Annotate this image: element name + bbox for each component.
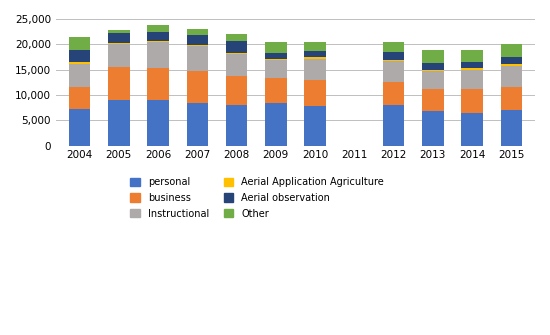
Bar: [69, 87, 90, 109]
Bar: [422, 50, 444, 63]
Bar: [304, 51, 326, 57]
Bar: [186, 35, 208, 45]
Bar: [461, 68, 483, 70]
Bar: [265, 59, 287, 60]
Bar: [108, 29, 130, 33]
Bar: [226, 41, 248, 53]
Bar: [265, 103, 287, 146]
Bar: [186, 71, 208, 103]
Bar: [147, 100, 169, 146]
Bar: [69, 109, 90, 146]
Bar: [226, 54, 248, 76]
Bar: [500, 64, 522, 66]
Bar: [304, 42, 326, 51]
Bar: [383, 52, 404, 60]
Bar: [108, 44, 130, 67]
Bar: [186, 46, 208, 71]
Bar: [265, 42, 287, 53]
Bar: [69, 64, 90, 87]
Bar: [422, 89, 444, 111]
Bar: [461, 70, 483, 89]
Bar: [265, 53, 287, 59]
Bar: [500, 110, 522, 146]
Bar: [265, 78, 287, 103]
Bar: [304, 57, 326, 59]
Bar: [226, 76, 248, 105]
Bar: [226, 53, 248, 54]
Bar: [383, 105, 404, 146]
Bar: [383, 82, 404, 105]
Bar: [500, 87, 522, 110]
Bar: [383, 61, 404, 82]
Bar: [108, 100, 130, 146]
Bar: [147, 68, 169, 100]
Bar: [422, 71, 444, 89]
Bar: [108, 43, 130, 44]
Bar: [147, 32, 169, 41]
Bar: [69, 37, 90, 50]
Bar: [500, 57, 522, 64]
Legend: personal, business, Instructional, Aerial Application Agriculture, Aerial observ: personal, business, Instructional, Aeria…: [130, 177, 384, 219]
Bar: [265, 60, 287, 78]
Bar: [304, 59, 326, 80]
Bar: [186, 45, 208, 46]
Bar: [461, 89, 483, 113]
Bar: [147, 25, 169, 32]
Bar: [461, 113, 483, 146]
Bar: [108, 33, 130, 43]
Bar: [383, 60, 404, 61]
Bar: [422, 111, 444, 146]
Bar: [383, 42, 404, 52]
Bar: [304, 80, 326, 106]
Bar: [69, 50, 90, 62]
Bar: [422, 63, 444, 70]
Bar: [226, 105, 248, 146]
Bar: [500, 44, 522, 57]
Bar: [500, 66, 522, 87]
Bar: [461, 62, 483, 68]
Bar: [69, 62, 90, 64]
Bar: [304, 106, 326, 146]
Bar: [422, 70, 444, 71]
Bar: [186, 29, 208, 35]
Bar: [147, 41, 169, 42]
Bar: [461, 50, 483, 62]
Bar: [226, 34, 248, 41]
Bar: [147, 42, 169, 68]
Bar: [186, 103, 208, 146]
Bar: [108, 67, 130, 100]
